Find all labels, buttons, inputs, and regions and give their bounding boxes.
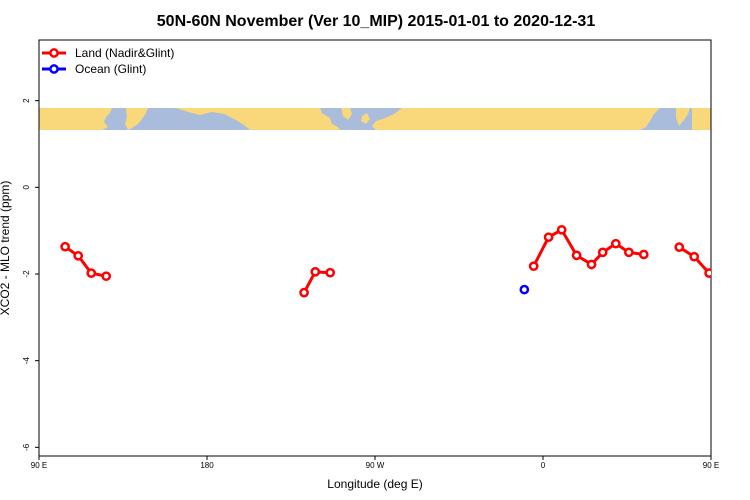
x-tick-label: 180 xyxy=(200,461,214,470)
y-tick-label: 2 xyxy=(22,98,31,103)
data-point xyxy=(73,250,84,261)
x-tick-label: 90 E xyxy=(31,461,47,470)
legend-marker xyxy=(49,64,59,74)
land-eurasia-east xyxy=(640,108,660,130)
data-point xyxy=(556,224,567,235)
x-tick-label: 90 E xyxy=(703,461,719,470)
x-tick-label: 90 W xyxy=(366,461,385,470)
data-point xyxy=(689,251,700,262)
land-eurasia-west xyxy=(39,108,112,130)
y-tick-label: -2 xyxy=(22,270,31,278)
legend-item: Ocean (Glint) xyxy=(42,62,146,76)
series-line xyxy=(678,245,711,276)
data-point xyxy=(704,268,711,278)
y-tick-label: -4 xyxy=(22,357,31,365)
series-ocean xyxy=(519,284,530,295)
data-point xyxy=(571,250,582,261)
data-point xyxy=(86,268,97,278)
land-alaska-canada xyxy=(176,108,340,130)
data-point xyxy=(597,247,608,258)
x-axis-label: Longitude (deg E) xyxy=(327,477,422,491)
x-axis: 90 E 180 90 W 0 90 E xyxy=(31,456,719,470)
x-tick-label: 0 xyxy=(541,461,546,470)
series-line xyxy=(64,245,107,278)
data-point xyxy=(624,247,634,258)
y-tick-label: 0 xyxy=(22,185,31,190)
legend-label: Ocean (Glint) xyxy=(75,62,146,76)
legend-marker xyxy=(49,48,59,58)
data-point xyxy=(610,238,621,249)
data-point xyxy=(528,261,539,272)
legend-label: Land (Nadir&Glint) xyxy=(75,46,174,60)
y-tick-label: -6 xyxy=(22,443,31,451)
legend-item: Land (Nadir&Glint) xyxy=(42,46,174,60)
chart-title: 50N-60N November (Ver 10_MIP) 2015-01-01… xyxy=(157,13,596,30)
land-kamchatka-2 xyxy=(676,108,690,126)
land-labrador xyxy=(341,108,352,120)
series-layer xyxy=(60,224,726,298)
data-point xyxy=(638,249,649,260)
data-point xyxy=(299,287,309,298)
world-map-band xyxy=(39,108,711,130)
series-land xyxy=(60,224,726,298)
legend: Land (Nadir&Glint) Ocean (Glint) xyxy=(42,46,174,76)
land-kamchatka xyxy=(125,108,148,130)
map-land xyxy=(39,108,711,130)
data-point xyxy=(101,271,112,282)
land-europe xyxy=(372,108,711,130)
data-point xyxy=(719,273,726,280)
data-point xyxy=(60,241,70,252)
data-point xyxy=(543,232,554,243)
y-axis: 2 0 -2 -4 -6 xyxy=(22,98,39,451)
data-point xyxy=(586,259,597,270)
land-uk xyxy=(361,113,370,124)
data-point xyxy=(325,267,336,278)
data-point xyxy=(674,242,685,252)
data-point xyxy=(310,266,321,277)
data-point xyxy=(519,284,530,295)
y-axis-label: XCO2 - MLO trend (ppm) xyxy=(0,181,12,316)
